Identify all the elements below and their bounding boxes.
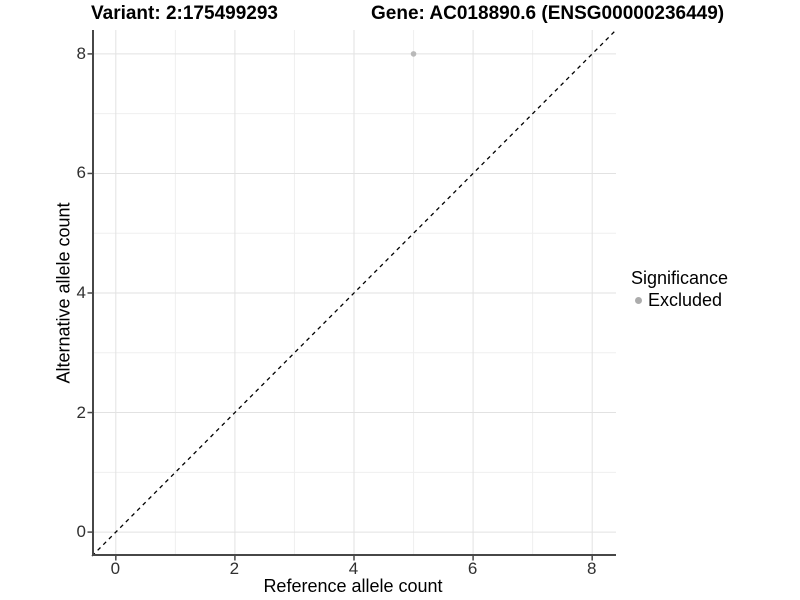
- legend-point-icon: [635, 296, 642, 304]
- plot-canvas: [87, 29, 616, 561]
- data-point: [410, 51, 416, 57]
- plot-title-variant: Variant: 2:175499293: [91, 3, 278, 24]
- plot-title-gene: Gene: AC018890.6 (ENSG00000236449): [371, 3, 725, 24]
- x-tick-label: 2: [229, 559, 240, 578]
- x-tick-label: 0: [110, 559, 121, 578]
- x-tick-label: 6: [467, 559, 478, 578]
- plot-panel: [87, 29, 616, 561]
- y-tick-label: 4: [76, 283, 86, 302]
- x-tick-label: 8: [586, 559, 597, 578]
- legend: Significance Excluded: [629, 267, 728, 310]
- y-tick-label: 2: [76, 402, 86, 422]
- identity-reference-line: [91, 29, 616, 557]
- y-tick-label: 6: [76, 163, 86, 183]
- y-tick-label: 0: [76, 522, 86, 542]
- axis-lines: [91, 30, 616, 556]
- x-axis-label: Reference allele count: [263, 576, 443, 596]
- x-tick-label: 4: [348, 559, 359, 578]
- legend-item-label: Excluded: [648, 290, 723, 310]
- legend-title: Significance: [631, 268, 729, 288]
- legend-item-excluded: Excluded: [629, 290, 728, 310]
- y-tick-label: 8: [76, 43, 86, 63]
